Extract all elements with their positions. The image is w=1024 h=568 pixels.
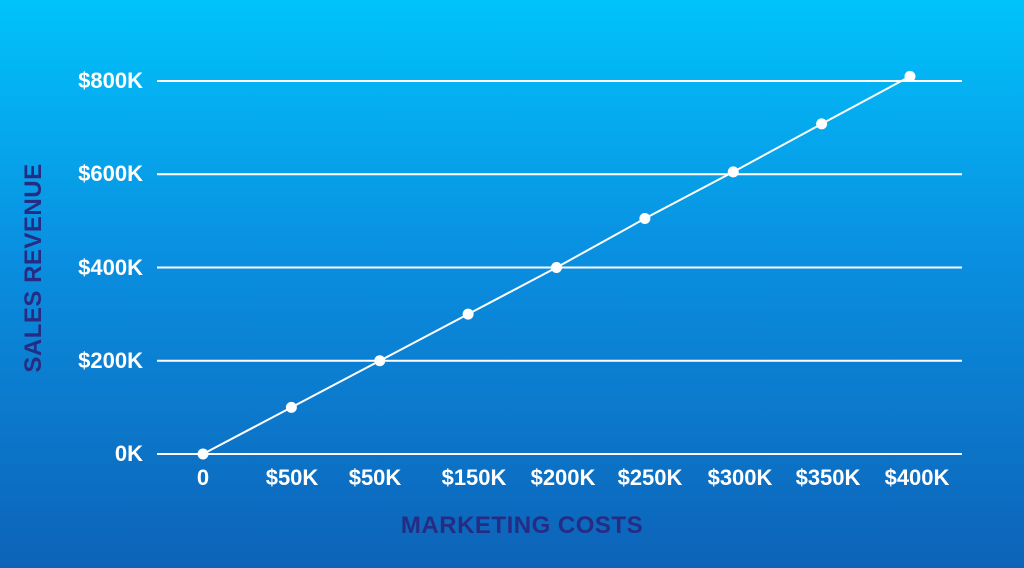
x-tick-label-7: $350K [795, 465, 861, 490]
x-tick-label-6: $300K [707, 465, 773, 490]
x-tick-label-1: $50K [265, 465, 319, 490]
x-axis-title: MARKETING COSTS [400, 512, 644, 539]
y-tick-label-1: $200K [78, 347, 143, 373]
data-point-0 [197, 448, 209, 460]
x-tick-label-3: $150K [441, 465, 507, 490]
data-point-4 [551, 262, 562, 273]
x-tick-label-8: $400K [884, 465, 950, 490]
data-point-7 [816, 118, 828, 130]
y-axis-title: SALES REVENUE [20, 163, 47, 373]
data-point-2 [374, 355, 386, 367]
data-point-5 [639, 213, 651, 225]
x-tick-label-5: $250K [617, 465, 683, 490]
y-tick-label-0: 0K [114, 441, 143, 466]
data-point-3 [462, 308, 474, 320]
data-point-6 [727, 166, 739, 178]
data-point-1 [285, 401, 297, 413]
data-point-8 [904, 70, 916, 82]
x-tick-label-4: $200K [530, 465, 596, 490]
y-tick-label-2: $400K [78, 254, 143, 280]
x-tick-label-2: $50K [348, 465, 402, 490]
y-tick-label-3: $600K [78, 161, 143, 187]
y-tick-label-4: $800K [78, 68, 143, 93]
x-tick-label-0: 0 [196, 465, 210, 490]
